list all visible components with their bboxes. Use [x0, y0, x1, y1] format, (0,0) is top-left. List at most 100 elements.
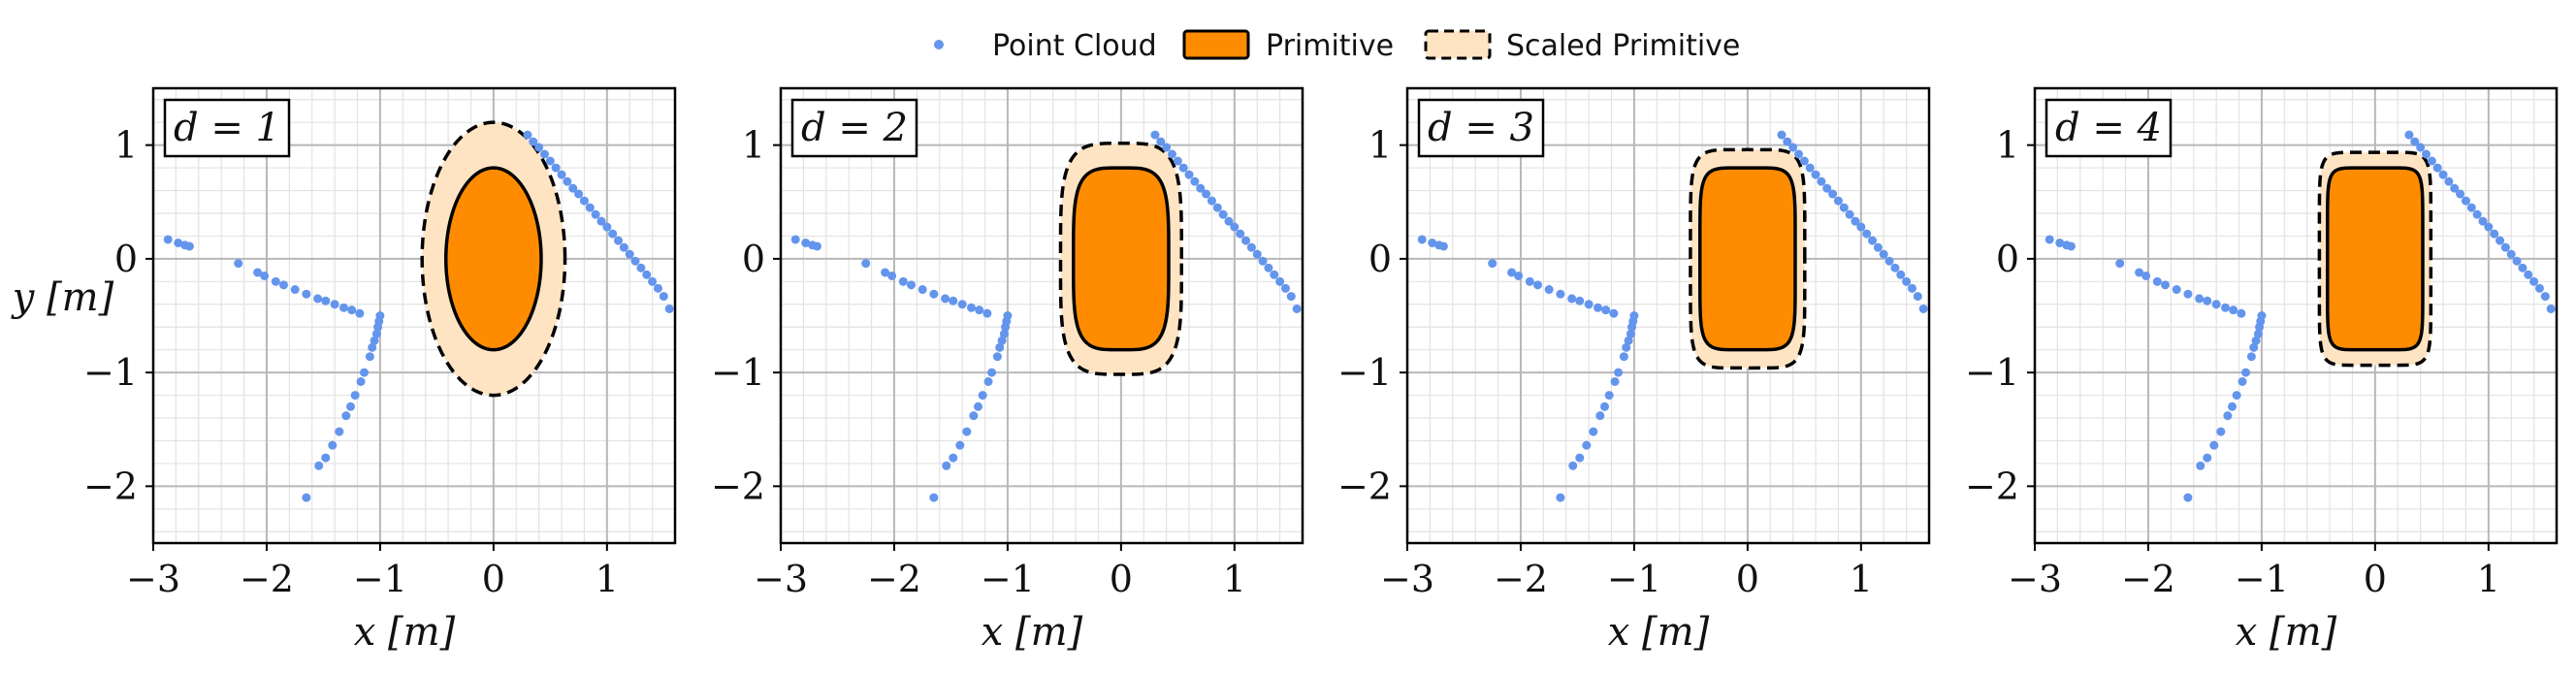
- point: [1150, 130, 1160, 140]
- point: [2055, 238, 2065, 247]
- point: [1417, 235, 1427, 244]
- point: [313, 294, 323, 304]
- point: [1568, 461, 1578, 470]
- point: [1777, 130, 1787, 140]
- point: [1507, 268, 1517, 277]
- point: [2203, 296, 2212, 305]
- point: [2237, 308, 2246, 318]
- panel-label: d = 1: [174, 106, 280, 150]
- point: [962, 427, 972, 436]
- point: [2461, 196, 2470, 206]
- point: [881, 268, 890, 277]
- point: [1286, 292, 1296, 302]
- point: [982, 308, 992, 318]
- point: [370, 336, 379, 345]
- point: [2249, 342, 2259, 352]
- point: [966, 303, 976, 312]
- point: [2534, 283, 2544, 293]
- point: [290, 285, 300, 295]
- x-tick-label: 0: [1110, 558, 1133, 600]
- x-tick-label: −1: [353, 558, 407, 600]
- y-tick-label: −2: [1965, 465, 2019, 507]
- point: [2161, 280, 2170, 290]
- y-tick-label: −1: [1965, 351, 2019, 394]
- point: [356, 377, 366, 387]
- x-tick-label: −1: [1607, 558, 1661, 600]
- point: [608, 229, 618, 239]
- point: [591, 209, 600, 219]
- point: [2546, 304, 2556, 313]
- x-tick-label: −2: [1494, 558, 1548, 600]
- point: [983, 377, 993, 387]
- point: [1212, 203, 1222, 212]
- point: [1902, 276, 1912, 286]
- point: [1907, 283, 1916, 293]
- panel-label-box: [790, 98, 918, 158]
- point: [1890, 263, 1900, 273]
- x-tick-label: −1: [2235, 558, 2289, 600]
- point: [1873, 242, 1883, 252]
- point: [1575, 296, 1585, 305]
- point: [1879, 249, 1888, 259]
- point: [1533, 280, 1542, 290]
- point: [2216, 427, 2226, 436]
- point: [328, 440, 338, 450]
- point: [949, 296, 958, 305]
- y-tick-label: 0: [1368, 238, 1392, 280]
- point: [563, 177, 572, 186]
- point: [551, 163, 561, 173]
- point: [1868, 236, 1878, 245]
- point: [2438, 170, 2448, 179]
- point: [1601, 305, 1611, 315]
- point: [987, 368, 997, 377]
- x-tick-label: 1: [2477, 558, 2500, 600]
- point: [969, 411, 979, 421]
- legend-point-cloud-label: Point Cloud: [992, 29, 1157, 63]
- point: [642, 270, 652, 279]
- point: [2209, 440, 2219, 450]
- axes-frame: [151, 86, 677, 545]
- point: [1833, 196, 1843, 206]
- point: [1173, 156, 1182, 166]
- point: [2066, 241, 2076, 251]
- point: [2506, 249, 2516, 259]
- point: [1292, 304, 1302, 313]
- point: [335, 427, 344, 436]
- point: [271, 276, 280, 286]
- point: [2472, 209, 2482, 219]
- x-axis-label: x [m]: [2236, 610, 2337, 655]
- point: [2540, 292, 2550, 302]
- y-tick-label: −1: [1337, 351, 1392, 394]
- point: [2416, 143, 2426, 152]
- plot-area: [153, 88, 675, 543]
- point: [253, 268, 263, 277]
- point: [2253, 329, 2263, 338]
- primitive: [1697, 166, 1797, 352]
- point: [540, 149, 549, 159]
- point: [2195, 294, 2205, 304]
- point: [1626, 329, 1635, 338]
- point: [1817, 177, 1826, 186]
- point: [2232, 391, 2241, 401]
- point: [907, 280, 916, 290]
- point: [1627, 322, 1637, 332]
- x-tick-label: −2: [240, 558, 294, 600]
- point: [574, 189, 584, 199]
- point: [2529, 276, 2539, 286]
- primitive: [1071, 166, 1171, 352]
- panel-d2: −3 −2 −1 0 1 −2 −1 0 1 x [m] d = 2: [711, 86, 1304, 655]
- point: [1202, 189, 1211, 199]
- point: [174, 238, 183, 247]
- plot-area: [2035, 88, 2557, 543]
- point: [1839, 203, 1849, 212]
- point: [2228, 401, 2238, 411]
- point: [1218, 209, 1228, 219]
- panel-d1: −3 −2 −1 0 1 −2 −1 0 1 x [m] d = 1: [83, 86, 677, 655]
- point: [1604, 391, 1614, 401]
- x-tick-label: −3: [1380, 558, 1434, 600]
- x-tick-label: −3: [126, 558, 180, 600]
- axes-frame: [1405, 86, 1931, 545]
- point: [2238, 377, 2247, 387]
- point: [2432, 163, 2442, 173]
- plot-area: [781, 88, 1303, 543]
